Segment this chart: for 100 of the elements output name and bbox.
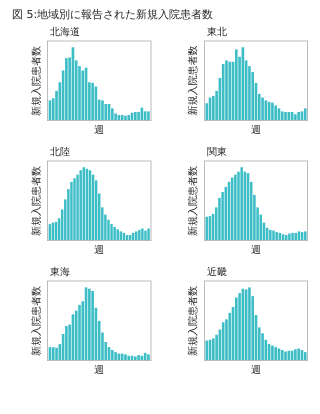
bar <box>134 231 138 240</box>
bar <box>124 116 127 120</box>
bar <box>294 349 297 360</box>
bar <box>274 105 278 120</box>
bar <box>88 288 91 360</box>
bar <box>120 354 124 360</box>
bar <box>278 108 280 120</box>
bar <box>134 112 137 120</box>
bar <box>271 346 274 360</box>
bar <box>111 108 114 120</box>
bar <box>282 234 284 240</box>
bar <box>147 111 150 120</box>
bar <box>48 100 52 120</box>
bar <box>147 228 150 240</box>
x-axis-title: 週 <box>251 125 261 136</box>
bar <box>212 338 215 360</box>
bar <box>228 62 232 120</box>
bar <box>208 216 212 240</box>
bar <box>120 114 124 120</box>
bar <box>248 287 251 360</box>
bar <box>124 354 127 360</box>
bar <box>111 350 114 360</box>
bar <box>141 228 144 240</box>
bar <box>242 47 244 120</box>
bar <box>144 230 147 240</box>
bar <box>300 232 304 240</box>
bar <box>108 104 110 120</box>
bar <box>48 224 52 240</box>
bar <box>55 348 58 360</box>
bar <box>234 49 238 120</box>
bar <box>246 173 250 240</box>
bar <box>268 344 270 360</box>
bar <box>79 170 82 240</box>
y-axis-title: 新規入院患者数 <box>30 166 42 236</box>
bar <box>291 232 294 240</box>
bar <box>118 114 120 120</box>
bar <box>268 102 270 120</box>
bar <box>284 351 287 360</box>
bar <box>84 68 88 120</box>
x-axis-title: 週 <box>251 245 261 256</box>
bar <box>304 231 307 240</box>
bar <box>228 182 230 240</box>
bar <box>304 352 307 360</box>
bar <box>225 60 228 120</box>
chart-title: 関東 <box>207 146 227 158</box>
bar <box>48 347 52 360</box>
bar <box>144 111 146 120</box>
bar <box>126 235 128 240</box>
bar <box>208 340 212 360</box>
bar <box>222 322 224 360</box>
bar <box>297 348 300 360</box>
bar <box>284 235 288 240</box>
bar <box>278 348 280 360</box>
bar <box>222 64 224 120</box>
bar <box>288 234 291 240</box>
x-axis-title: 週 <box>94 125 104 136</box>
bar <box>134 356 137 360</box>
bar <box>128 235 132 240</box>
bar <box>144 352 146 360</box>
chart-title: 北海道 <box>50 26 80 38</box>
bar <box>304 108 307 120</box>
bar <box>244 290 248 360</box>
bar <box>240 167 243 240</box>
chart-title: 北陸 <box>50 146 70 158</box>
bar <box>140 108 144 120</box>
bar <box>230 177 234 240</box>
bar <box>294 232 298 240</box>
bar <box>130 356 134 360</box>
bar <box>54 222 58 240</box>
chart-title: 東北 <box>207 26 227 38</box>
bar <box>294 114 297 120</box>
y-axis-title: 新規入院患者数 <box>30 286 42 356</box>
bar <box>278 232 282 240</box>
bar <box>137 355 140 360</box>
bar <box>298 231 300 240</box>
bar <box>132 232 134 240</box>
bar <box>290 112 294 120</box>
bar <box>242 288 244 360</box>
bar <box>91 82 94 120</box>
bar <box>104 104 108 120</box>
bar <box>300 350 304 360</box>
bar <box>261 97 264 120</box>
bar <box>237 172 240 240</box>
bar <box>82 167 86 240</box>
x-axis-title: 週 <box>94 365 104 376</box>
bar <box>84 287 88 360</box>
bar <box>244 172 246 240</box>
bar <box>101 100 104 120</box>
bar <box>205 340 208 360</box>
bar <box>280 350 284 360</box>
bar <box>114 352 117 360</box>
bar <box>70 182 73 240</box>
bar <box>120 231 122 240</box>
bar <box>116 229 119 240</box>
bar <box>238 293 241 360</box>
bar <box>147 354 150 360</box>
bar <box>208 97 212 120</box>
bar <box>86 168 88 240</box>
bar <box>271 102 274 120</box>
bar <box>274 347 278 360</box>
